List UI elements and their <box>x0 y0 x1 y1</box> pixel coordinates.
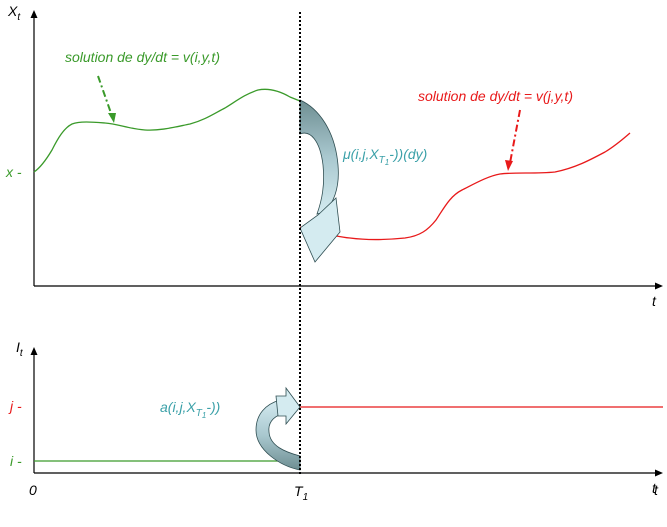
upper-jump-arrow <box>299 99 341 263</box>
lower-jump-arrow <box>255 386 301 471</box>
jump-rate-sub: T <box>196 408 203 419</box>
green-caption-pointer-head <box>108 113 116 123</box>
red-trajectory <box>299 132 631 241</box>
upper-time-label: t <box>652 293 657 309</box>
upper-jump-arrow-body <box>299 99 339 215</box>
upper-axis-label-main: X <box>7 3 18 19</box>
origin-label: 0 <box>29 482 37 498</box>
jump-measure-suffix: -))(dy) <box>389 146 427 162</box>
red-caption: solution de dy/dt = v(j,y,t) <box>418 88 573 104</box>
green-caption: solution de dy/dt = v(i,y,t) <box>65 49 220 65</box>
upper-panel: Xt t x - solution de dy/dt = v(i,y,t) so… <box>5 3 663 309</box>
upper-axis-label-sub: t <box>17 12 21 23</box>
lower-j-tick: j - <box>8 398 22 414</box>
red-caption-pointer <box>509 109 521 164</box>
upper-x-tick: x - <box>5 164 22 180</box>
lower-axis-label-main: I <box>16 339 20 355</box>
jump-rate-prefix: a(i,j,X <box>160 399 196 415</box>
green-caption-pointer <box>97 75 113 117</box>
lower-jump-arrow-head <box>275 386 301 426</box>
lower-time-label: t <box>652 480 657 496</box>
jump-measure-label: μ(i,j,XT1-))(dy) <box>342 146 427 167</box>
lower-axis-label: It <box>16 339 24 359</box>
upper-y-axis-arrowhead <box>30 10 38 18</box>
jump-rate-label: a(i,j,XT1-)) <box>160 399 220 420</box>
jump-time-main: T <box>294 483 304 499</box>
jump-measure-subsub: 1 <box>385 158 389 167</box>
upper-jump-arrow-head <box>299 197 341 263</box>
lower-axis-label-sub: t <box>20 348 24 359</box>
lower-panel: It t j - i - a(i,j,XT1-)) <box>8 339 663 496</box>
upper-axis-label: Xt <box>7 3 21 23</box>
jump-measure-prefix: μ(i,j,X <box>342 146 379 162</box>
lower-x-axis-arrowhead <box>655 469 663 477</box>
lower-y-axis-arrowhead <box>30 347 38 355</box>
jump-measure-sub: T <box>379 155 386 166</box>
red-caption-pointer-head <box>505 160 513 171</box>
green-trajectory <box>33 88 301 173</box>
jump-time-label: T1 <box>294 483 308 503</box>
lower-i-tick: i - <box>10 453 22 469</box>
upper-x-axis-arrowhead <box>655 282 663 290</box>
end-time-label: t <box>654 482 659 498</box>
jump-rate-subsub: 1 <box>202 411 206 420</box>
jump-rate-suffix: -)) <box>206 399 220 415</box>
jump-time-sub: 1 <box>303 492 309 503</box>
